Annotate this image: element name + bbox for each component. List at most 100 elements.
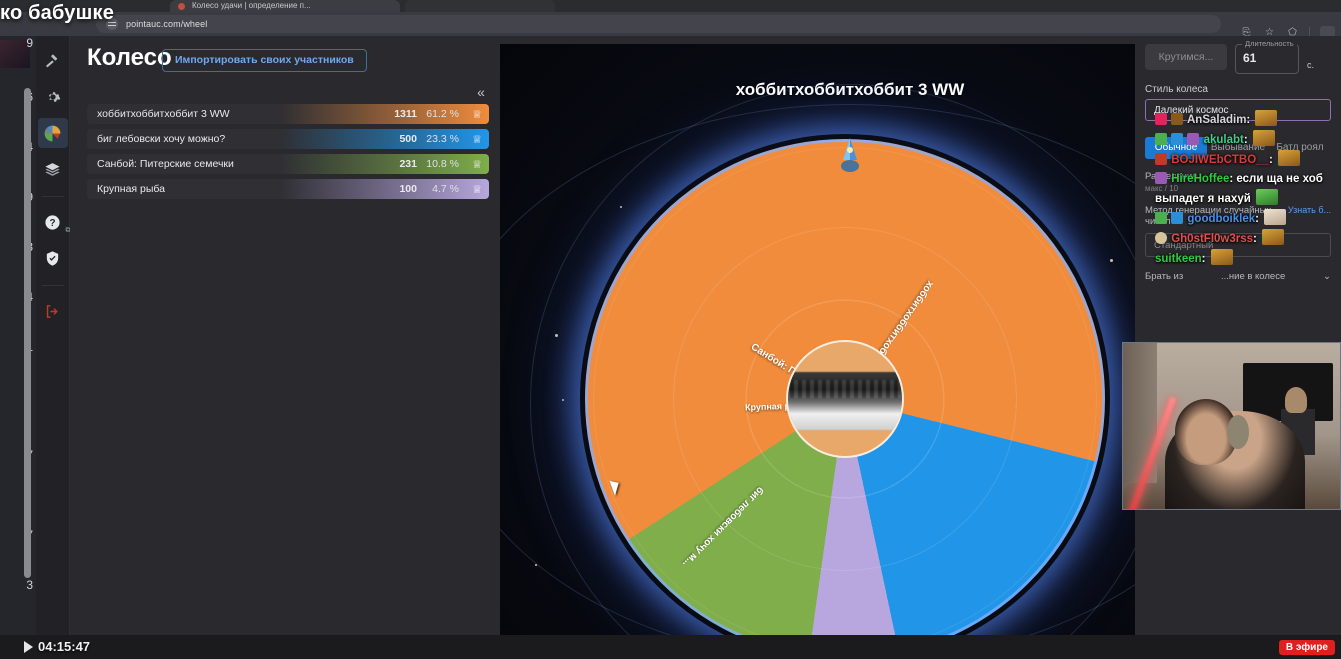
extensions-icon[interactable]: ⬠ [1288, 27, 1297, 36]
wheel-style-value: Далекий космос [1154, 104, 1229, 116]
row-color-tint [87, 104, 489, 124]
fortune-wheel[interactable]: хоббитхоббитхоббит 3 ... биг лебовски хо… [585, 139, 1105, 659]
random-method-label: Узнать б... Метод генерации случайных чи… [1145, 205, 1331, 227]
participant-amount: 231 [399, 158, 417, 170]
crown-icon: ♕ [472, 158, 482, 171]
tab-favicon-icon [178, 3, 185, 10]
participant-name: хоббитхоббитхоббит 3 WW [97, 108, 230, 120]
wheel-center-photo [788, 372, 902, 430]
layers-icon [45, 162, 60, 176]
spin-button[interactable]: Крутимся... [1145, 44, 1227, 70]
left-panel-scrollbar[interactable] [24, 88, 31, 578]
wheel-stage: хоббитхоббитхоббит 3 WW хоббитхоббитхобб… [500, 44, 1200, 659]
participant-name: Санбой: Питерские семечки [97, 158, 234, 170]
webcam-person-head [1175, 399, 1237, 465]
wheel-style-label: Стиль колеса [1145, 84, 1208, 95]
browser-tab-inactive[interactable] [405, 0, 555, 12]
external-link-icon: ⧉ [65, 227, 71, 234]
shield-icon [46, 250, 59, 266]
participant-amount: 500 [399, 133, 417, 145]
participant-name: биг лебовски хочу можно? [97, 133, 226, 145]
browser-toolbar: pointauc.com/wheel ⎘ ☆ ⬠ [0, 12, 1341, 36]
address-bar[interactable]: pointauc.com/wheel [96, 15, 1221, 33]
chevron-down-icon[interactable]: ⌄ [1323, 271, 1331, 282]
row-color-tint [87, 129, 489, 149]
duration-value: 61 [1243, 51, 1257, 65]
row-color-tint [87, 179, 489, 199]
profile-icon[interactable] [1320, 26, 1335, 36]
table-row[interactable]: Санбой: Питерские семечки 231 10.8 % ♕ [87, 154, 489, 174]
browser-tab-active[interactable]: Колесо удачи | определение п... [170, 0, 400, 12]
take-from-row[interactable]: Брать из ...ние в колесе ⌄ [1145, 271, 1331, 282]
take-from-label: Брать из [1145, 271, 1184, 282]
crown-icon: ♕ [472, 183, 482, 196]
random-method-value: Стандартный [1154, 239, 1214, 251]
rail-item-layers[interactable] [38, 154, 68, 184]
stream-bottom-bar: 04:15:47 В эфире [0, 635, 1341, 659]
collapse-sidebar-button[interactable]: « [477, 84, 485, 100]
duration-legend: Длительность [1242, 39, 1297, 48]
table-row[interactable]: биг лебовски хочу можно? 500 23.3 % ♕ [87, 129, 489, 149]
app-header: Колесо Импортировать своих участников [70, 36, 1341, 80]
stream-overlay-title: ко бабушке [0, 2, 115, 24]
rail-item-logout[interactable] [38, 296, 68, 326]
learn-more-link[interactable]: Узнать б... [1287, 205, 1331, 215]
import-participants-button[interactable]: Импортировать своих участников [162, 49, 367, 72]
left-cut-panel: 6 4 9 9 3 4 1 7 7 3 [0, 36, 36, 659]
participants-list: хоббитхоббитхоббит 3 WW 1311 61.2 % ♕ би… [87, 104, 489, 204]
participant-percent: 23.3 % [426, 133, 459, 145]
duration-field[interactable]: Длительность 61 [1235, 39, 1299, 74]
star-decoration [535, 564, 537, 566]
wheel-pointer-icon [841, 138, 859, 172]
participant-percent: 10.8 % [426, 158, 459, 170]
page-title: Колесо [87, 44, 172, 71]
table-row[interactable]: Крупная рыба 100 4.7 % ♕ [87, 179, 489, 199]
rail-item-auction[interactable] [38, 46, 68, 76]
address-bar-url: pointauc.com/wheel [126, 19, 208, 29]
wheel-style-select[interactable]: Далекий космос [1145, 99, 1331, 121]
participant-name: Крупная рыба [97, 183, 166, 195]
svg-text:?: ? [49, 218, 55, 229]
app-icon-rail: ? ⧉ [36, 36, 71, 659]
logout-icon [46, 304, 58, 318]
live-badge: В эфире [1278, 640, 1335, 655]
crown-icon: ♕ [472, 108, 482, 121]
random-method-label-text: Метод генерации случайных чисел [1145, 205, 1272, 227]
participant-percent: 61.2 % [426, 108, 459, 120]
duration-unit: с. [1307, 60, 1315, 70]
gavel-icon [46, 54, 58, 67]
translate-icon[interactable]: ⎘ [1242, 27, 1251, 36]
tab-battle-royale[interactable]: Батл роял [1276, 142, 1324, 153]
row-color-tint [87, 154, 489, 174]
rail-item-settings[interactable] [38, 82, 68, 112]
headphones-icon [1227, 415, 1249, 449]
play-icon[interactable] [24, 641, 33, 653]
browser-chrome: Колесо удачи | определение п... pointauc… [0, 0, 1341, 36]
random-method-input[interactable]: Стандартный [1145, 233, 1331, 257]
left-panel-thumbnail [0, 40, 30, 68]
browser-tabstrip: Колесо удачи | определение п... [0, 0, 1341, 12]
left-panel-number: 9 [26, 36, 33, 50]
rail-divider [41, 196, 64, 197]
wheel-center-image [786, 340, 904, 458]
split-hint: макс / 10 [1145, 184, 1179, 193]
rail-divider [41, 285, 64, 286]
participant-percent: 4.7 % [432, 183, 459, 195]
participant-amount: 1311 [394, 108, 417, 120]
tab-normal[interactable]: Обычное [1145, 137, 1207, 159]
spin-controls-row: Крутимся... Длительность 61 с. [1145, 39, 1331, 74]
stream-timestamp: 04:15:47 [38, 639, 91, 654]
wheel-mode-tabs: Обычное Выбывание Батл роял [1145, 137, 1331, 159]
wheel-winner-heading: хоббитхоббитхоббит 3 WW [735, 80, 965, 99]
rail-item-help[interactable]: ? ⧉ [38, 207, 71, 237]
app-main: Колесо Импортировать своих участников « … [70, 36, 1341, 659]
rail-item-security[interactable] [38, 243, 68, 273]
help-icon: ? [45, 214, 60, 230]
tab-elimination[interactable]: Выбывание [1210, 142, 1266, 153]
table-row[interactable]: хоббитхоббитхоббит 3 WW 1311 61.2 % ♕ [87, 104, 489, 124]
site-settings-icon[interactable] [106, 18, 118, 30]
bookmark-star-icon[interactable]: ☆ [1265, 27, 1274, 36]
pie-chart-icon [44, 125, 61, 141]
rail-item-wheel[interactable] [37, 118, 68, 148]
